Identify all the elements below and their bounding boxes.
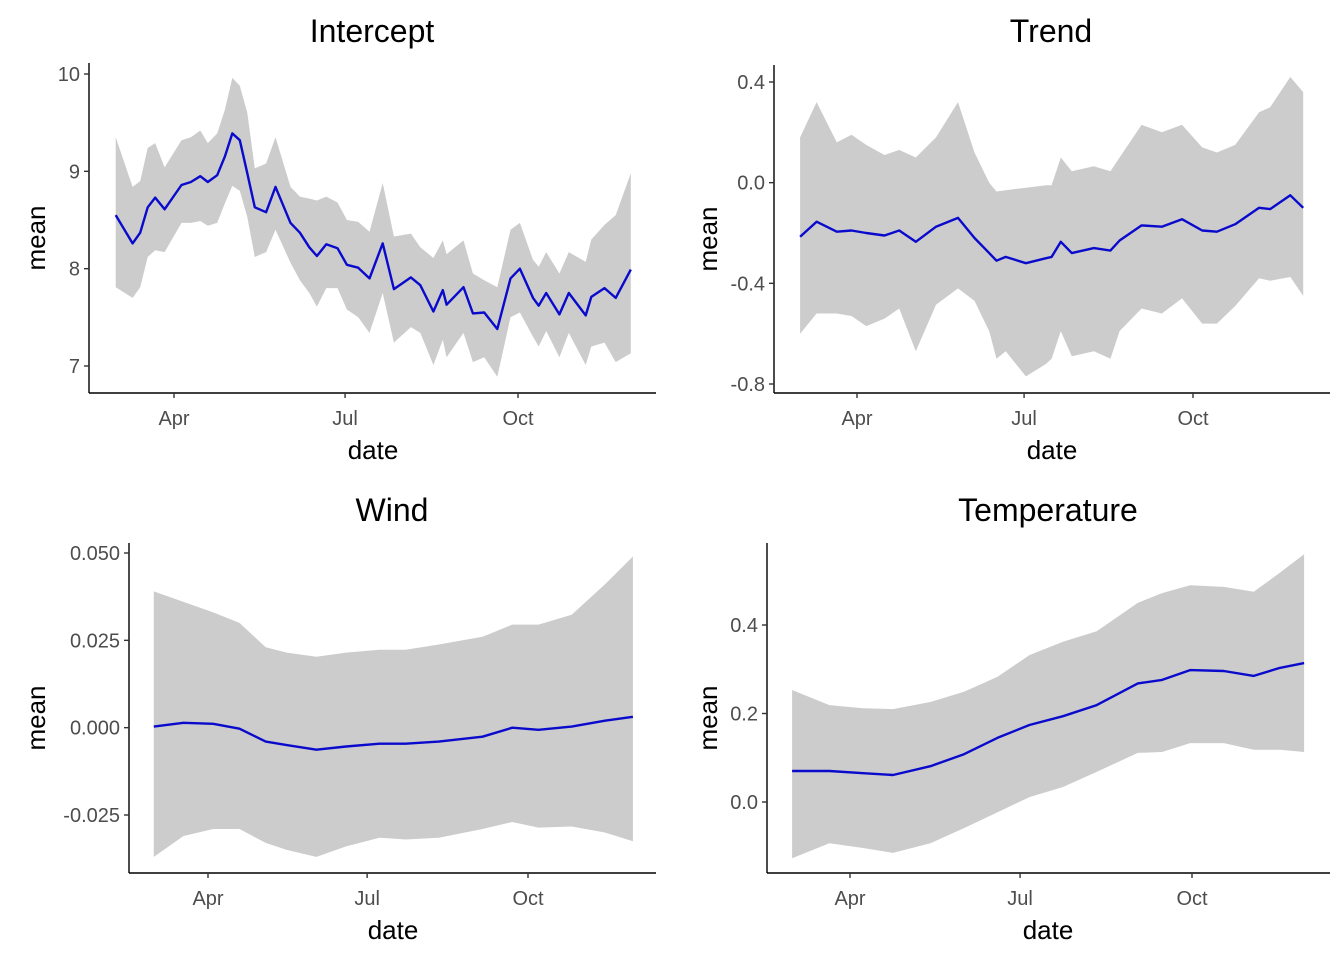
- credible-interval-ribbon: [800, 77, 1304, 377]
- y-axis-title: mean: [21, 205, 51, 270]
- x-tick-label: Jul: [1011, 408, 1037, 430]
- x-axis-title: date: [1027, 435, 1078, 465]
- credible-interval-ribbon: [792, 554, 1305, 859]
- x-tick-label: Oct: [1176, 888, 1208, 910]
- y-tick-label: 0.0: [737, 173, 765, 195]
- x-axis-title: date: [368, 915, 419, 945]
- panel-title: Wind: [356, 492, 429, 528]
- y-tick-label: -0.8: [731, 374, 765, 396]
- y-axis-title: mean: [21, 685, 51, 750]
- x-tick-label: Oct: [1177, 408, 1209, 430]
- x-axis-title: date: [348, 435, 399, 465]
- x-tick-label: Apr: [192, 888, 223, 910]
- y-tick-label: 0.000: [70, 718, 120, 740]
- y-tick-label: 9: [69, 161, 80, 183]
- y-tick-label: 0.4: [730, 615, 758, 637]
- mean-line: [153, 715, 634, 751]
- y-tick-label: 10: [58, 64, 80, 86]
- y-axis-title: mean: [693, 685, 723, 750]
- credible-interval-ribbon: [115, 77, 631, 377]
- x-tick-label: Jul: [1007, 888, 1033, 910]
- x-tick-label: Apr: [841, 408, 872, 430]
- x-tick-label: Jul: [354, 888, 380, 910]
- credible-interval-ribbon: [153, 556, 633, 857]
- y-axis-title: mean: [693, 206, 723, 271]
- x-tick-label: Jul: [332, 408, 358, 430]
- panel-wind: -0.025 0.000 0.025 0.050 Apr Jul Oct Wind date me…: [21, 492, 656, 945]
- mean-line: [114, 132, 632, 331]
- x-tick-label: Oct: [512, 888, 544, 910]
- y-tick-label: 0.2: [730, 704, 758, 726]
- x-tick-label: Apr: [834, 888, 865, 910]
- y-tick-label: 7: [69, 356, 80, 378]
- x-tick-label: Oct: [502, 408, 534, 430]
- mean-line: [792, 661, 1305, 777]
- y-tick-label: -0.4: [731, 273, 765, 295]
- y-tick-label: 0.050: [70, 543, 120, 565]
- y-tick-label: -0.025: [63, 805, 120, 827]
- panel-title: Trend: [1010, 13, 1092, 49]
- x-axis-title: date: [1023, 915, 1074, 945]
- panel-temperature: 0.0 0.2 0.4 Apr Jul Oct Temperature date mean: [693, 492, 1330, 945]
- panel-title: Temperature: [958, 492, 1138, 528]
- x-tick-label: Apr: [158, 408, 189, 430]
- y-tick-label: 8: [69, 259, 80, 281]
- y-tick-label: 0.4: [737, 72, 765, 94]
- y-tick-label: 0.0: [730, 792, 758, 814]
- panel-title: Intercept: [310, 13, 435, 49]
- panel-trend: -0.8 -0.4 0.0 0.4 Apr Jul Oct Trend date mean: [693, 13, 1330, 465]
- panel-intercept: 7 8 9 10 Apr Jul Oct Intercept date mean: [21, 13, 656, 465]
- y-tick-label: 0.025: [70, 630, 120, 652]
- mean-line: [799, 194, 1305, 265]
